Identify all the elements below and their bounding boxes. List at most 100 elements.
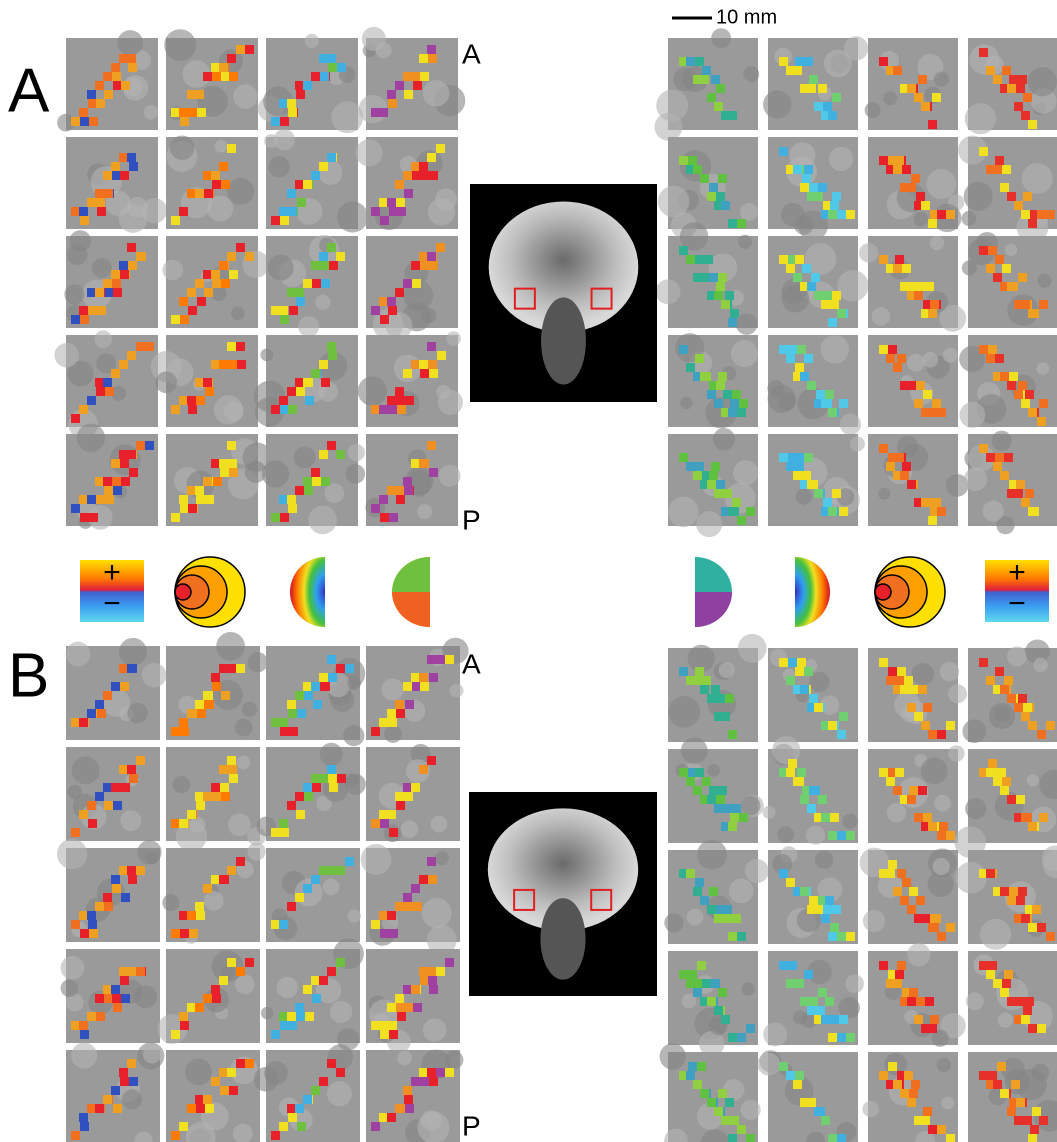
activation-voxel: [203, 994, 212, 1003]
activation-voxel: [229, 72, 238, 81]
tissue-texture: [962, 719, 986, 743]
tissue-texture: [423, 1018, 447, 1042]
image-tile: [256, 743, 365, 841]
activation-voxel: [188, 306, 197, 315]
activation-voxel: [1030, 1125, 1039, 1134]
activation-voxel: [725, 291, 734, 300]
activation-voxel: [105, 288, 114, 297]
activation-voxel: [111, 985, 120, 994]
activation-voxel: [779, 961, 788, 970]
activation-voxel: [807, 1006, 816, 1015]
activation-voxel: [187, 1104, 196, 1113]
activation-voxel: [327, 866, 336, 875]
tissue-texture: [120, 810, 141, 831]
image-tile: [859, 236, 966, 332]
activation-voxel: [87, 198, 96, 207]
activation-voxel: [832, 489, 841, 498]
colorbar-plus: +: [103, 556, 121, 589]
activation-voxel: [1028, 721, 1037, 730]
activation-voxel: [1002, 66, 1011, 75]
activation-voxel: [707, 795, 716, 804]
activation-voxel: [279, 920, 288, 929]
orientation-label: P: [462, 1110, 481, 1141]
activation-voxel: [89, 513, 98, 522]
tissue-texture: [358, 376, 387, 405]
tissue-texture: [842, 813, 858, 829]
activation-voxel: [428, 875, 437, 884]
activation-voxel: [337, 774, 346, 783]
eccentricity-half: [290, 557, 325, 627]
activation-voxel: [197, 108, 206, 117]
activation-voxel: [893, 979, 902, 988]
image-tile: [860, 848, 958, 944]
image-tile: [66, 747, 160, 841]
activation-voxel: [716, 381, 725, 390]
activation-voxel: [87, 801, 96, 810]
activation-voxel: [103, 893, 112, 902]
activation-voxel: [809, 75, 818, 84]
activation-voxel: [287, 1104, 296, 1113]
activation-voxel: [986, 970, 995, 979]
image-tile: [366, 1050, 463, 1142]
image-tile: [959, 335, 1057, 428]
activation-voxel: [287, 700, 296, 709]
activation-voxel: [327, 765, 336, 774]
activation-voxel: [1028, 923, 1037, 932]
activation-voxel: [716, 84, 725, 93]
activation-voxel: [746, 1134, 755, 1142]
activation-voxel: [179, 297, 188, 306]
activation-voxel: [730, 309, 739, 318]
activation-voxel: [928, 822, 937, 831]
activation-voxel: [397, 1012, 406, 1021]
activation-voxel: [427, 756, 436, 765]
activation-voxel: [187, 486, 196, 495]
activation-voxel: [212, 72, 221, 81]
activation-voxel: [786, 768, 795, 777]
activation-voxel: [271, 920, 280, 929]
activation-voxel: [103, 477, 112, 486]
activation-voxel: [688, 1062, 697, 1071]
tissue-texture: [948, 684, 967, 703]
activation-voxel: [930, 300, 939, 309]
image-tile: [668, 428, 758, 537]
activation-voxel: [305, 1012, 314, 1021]
activation-voxel: [707, 694, 716, 703]
activation-voxel: [732, 390, 741, 399]
activation-voxel: [707, 480, 716, 489]
activation-voxel: [732, 498, 741, 507]
activation-voxel: [271, 306, 280, 315]
activation-voxel: [846, 1033, 855, 1042]
activation-voxel: [87, 709, 96, 718]
activation-voxel: [388, 1021, 397, 1030]
activation-voxel: [321, 477, 330, 486]
activation-voxel: [804, 354, 813, 363]
activation-voxel: [221, 792, 230, 801]
activation-voxel: [879, 1071, 888, 1080]
activation-voxel: [87, 288, 96, 297]
activation-voxel: [693, 471, 702, 480]
activation-voxel: [412, 279, 421, 288]
activation-voxel: [707, 1098, 716, 1107]
activation-voxel: [786, 878, 795, 887]
tissue-texture: [959, 402, 985, 428]
activation-voxel: [436, 655, 445, 664]
activation-voxel: [271, 1131, 280, 1140]
image-tile: [958, 136, 1057, 243]
activation-voxel: [419, 765, 428, 774]
tissue-texture: [337, 201, 368, 232]
activation-voxel: [1021, 813, 1030, 822]
image-tile: [962, 232, 1057, 328]
activation-voxel: [695, 255, 704, 264]
activation-voxel: [296, 1012, 305, 1021]
activation-voxel: [219, 459, 228, 468]
activation-voxel: [79, 1021, 88, 1030]
activation-voxel: [303, 378, 312, 387]
activation-voxel: [723, 804, 732, 813]
activation-voxel: [95, 288, 104, 297]
activation-voxel: [1028, 219, 1037, 228]
activation-voxel: [795, 57, 804, 66]
activation-voxel: [387, 90, 396, 99]
activation-voxel: [923, 703, 932, 712]
activation-voxel: [779, 869, 788, 878]
tissue-texture: [741, 796, 760, 815]
